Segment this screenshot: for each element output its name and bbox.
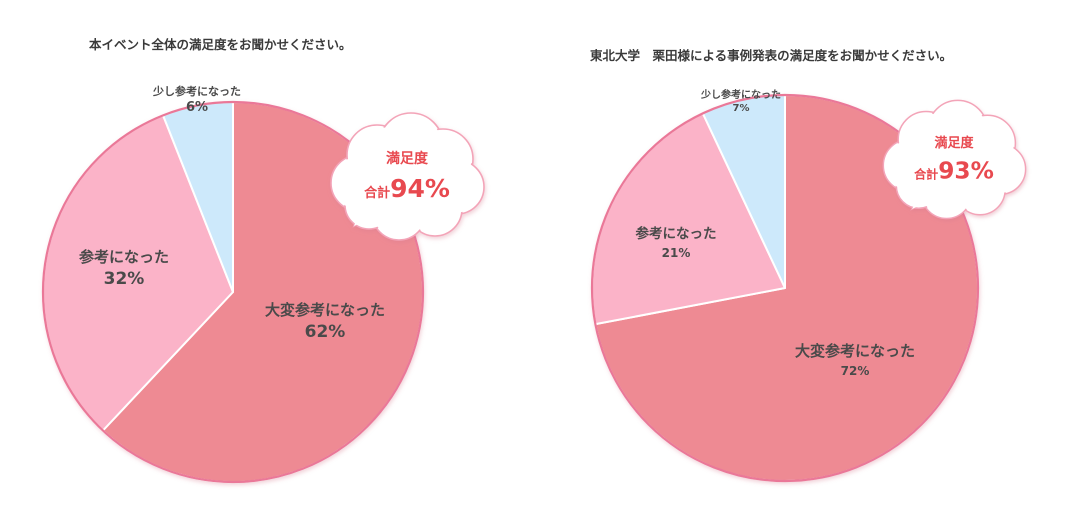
slice-label: 少し参考になった [700, 88, 781, 101]
slice-value-label: 32% [104, 269, 145, 289]
slice-label: 大変参考になった [265, 301, 385, 319]
callout-total-value: 94% [390, 174, 450, 203]
callout-line2: 合計94% [364, 174, 450, 203]
chart-title: 東北大学 栗田様による事例発表の満足度をお聞かせください。 [590, 48, 952, 63]
slice-value-label: 21% [662, 246, 691, 260]
callout-prefix: 合計 [914, 166, 938, 181]
callout-total-value: 93% [938, 157, 994, 184]
chart-title: 本イベント全体の満足度をお聞かせください。 [89, 37, 352, 52]
slice-value-label: 72% [841, 364, 870, 378]
slice-value-label: 6% [186, 100, 208, 115]
slice-label: 参考になった [79, 248, 169, 266]
slice-value-label: 62% [305, 322, 346, 342]
slice-label: 参考になった [636, 225, 717, 242]
slice-label: 大変参考になった [795, 342, 915, 360]
callout-tail-fill [354, 205, 383, 226]
callout-line1: 満足度 [934, 135, 974, 151]
callout-tail-fill [912, 191, 940, 209]
callout-cloud-fill [916, 124, 992, 200]
callout-prefix: 合計 [364, 185, 390, 201]
callout-line2: 合計93% [914, 157, 994, 184]
slice-label: 少し参考になった [152, 84, 241, 98]
callout-cloud-fill [366, 138, 448, 220]
slice-value-label: 7% [733, 103, 750, 114]
pie-outline [590, 93, 980, 483]
callout-line1: 満足度 [386, 150, 429, 167]
pie-outline [41, 100, 425, 484]
